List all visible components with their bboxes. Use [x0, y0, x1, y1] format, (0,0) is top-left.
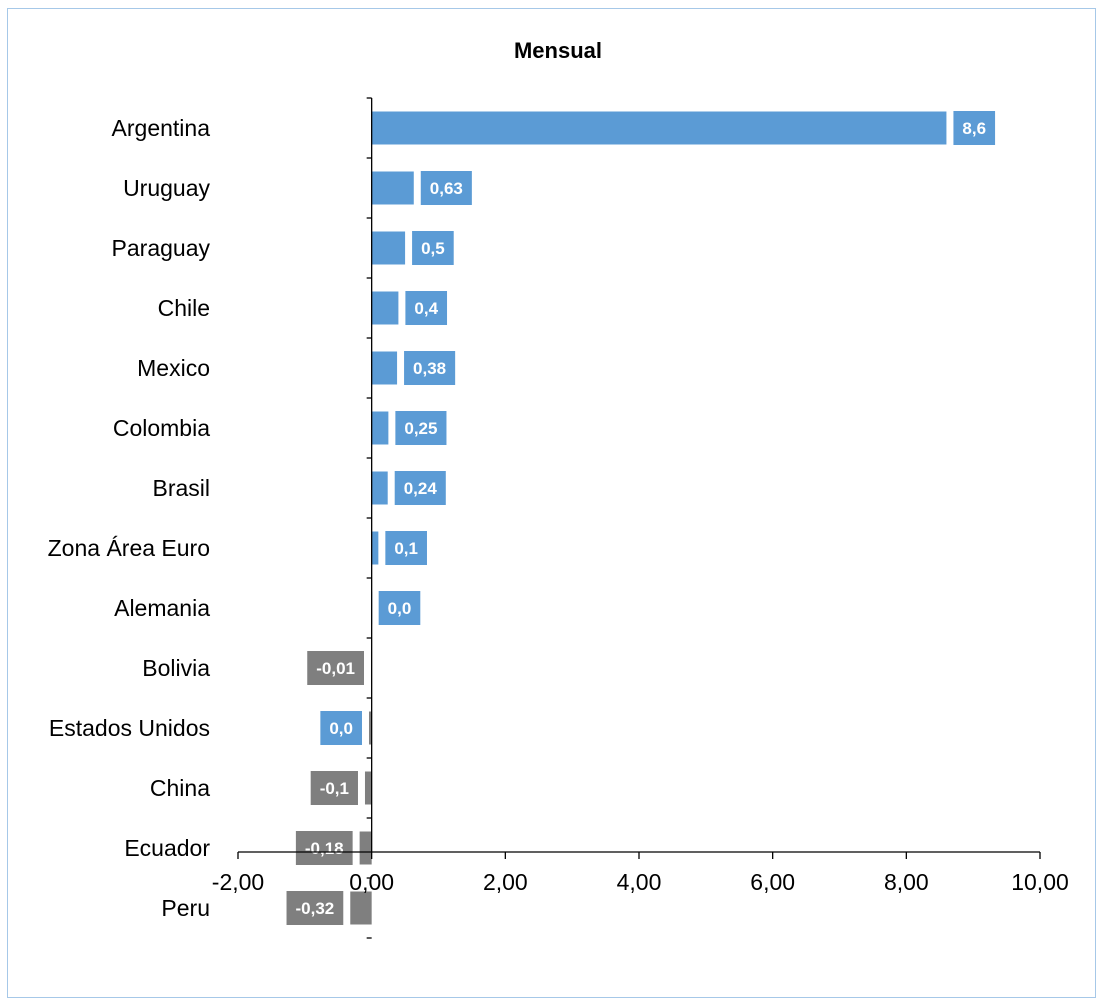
category-label-brasil: Brasil [152, 475, 210, 501]
category-label-argentina: Argentina [112, 115, 211, 141]
data-label-box-estados-unidos [320, 711, 362, 745]
chart-frame [7, 8, 1096, 998]
bar-chile [371, 291, 399, 325]
data-label-mexico: 0,38 [413, 359, 446, 378]
data-label-argentina: 8,6 [962, 119, 986, 138]
axes-group: -2,00 0,00 2,00 4,00 6,00 8,00 10,00 [212, 97, 1069, 939]
bars-group [350, 111, 947, 925]
category-label-peru: Peru [161, 895, 210, 921]
category-label-zona-rea-euro: Zona Área Euro [48, 535, 210, 561]
data-label-brasil: 0,24 [404, 479, 438, 498]
x-tick-label: 10,00 [1011, 869, 1069, 895]
data-label-box-peru [286, 891, 344, 925]
bar-colombia [371, 411, 389, 445]
x-tick-label: 0,00 [349, 869, 394, 895]
bar-china [364, 771, 372, 805]
data-label-estados-unidos: 0,0 [329, 719, 353, 738]
data-label-box-colombia [395, 411, 447, 445]
category-label-ecuador: Ecuador [124, 835, 210, 861]
data-label-box-uruguay [420, 171, 472, 205]
data-label-box-mexico [404, 351, 456, 385]
data-label-chile: 0,4 [414, 299, 438, 318]
data-label-alemania: 0,0 [388, 599, 412, 618]
data-label-uruguay: 0,63 [430, 179, 463, 198]
x-tick-label: 8,00 [884, 869, 929, 895]
bar-ecuador [359, 831, 372, 865]
data-label-box-argentina [953, 111, 996, 145]
chart-title: Mensual [514, 38, 602, 63]
data-label-box-china [310, 771, 358, 805]
category-label-bolivia: Bolivia [142, 655, 210, 681]
data-label-china: -0,1 [320, 779, 349, 798]
data-label-box-chile [405, 291, 448, 325]
data-label-box-alemania [378, 591, 421, 625]
category-label-chile: Chile [158, 295, 210, 321]
category-labels-group: Argentina Uruguay Paraguay Chile Mexico Colom… [48, 115, 211, 921]
x-tick-label: -2,00 [212, 869, 264, 895]
bar-mexico [371, 351, 398, 385]
data-label-box-brasil [394, 471, 446, 505]
x-tick-label: 2,00 [483, 869, 528, 895]
data-label-box-ecuador [295, 831, 353, 865]
bar-argentina [371, 111, 947, 145]
x-tick-label: 6,00 [750, 869, 795, 895]
data-label-colombia: 0,25 [404, 419, 437, 438]
bar-paraguay [371, 231, 406, 265]
category-label-mexico: Mexico [137, 355, 210, 381]
data-label-zona-rea-euro: 0,1 [394, 539, 418, 558]
bar-uruguay [371, 171, 414, 205]
data-label-peru: -0,32 [296, 899, 335, 918]
data-label-bolivia: -0,01 [316, 659, 355, 678]
category-label-estados-unidos: Estados Unidos [49, 715, 210, 741]
bar-estados-unidos [368, 711, 372, 745]
data-label-box-zona-rea-euro [385, 531, 427, 565]
data-label-ecuador: -0,18 [305, 839, 344, 858]
bar-peru [350, 891, 372, 925]
category-label-alemania: Alemania [114, 595, 210, 621]
data-labels-group: 8,6 0,63 0,5 0,4 0,38 0,25 0,24 0,1 0,0 -0,01 0,0 -… [286, 111, 996, 925]
category-label-uruguay: Uruguay [123, 175, 210, 201]
category-label-paraguay: Paraguay [112, 235, 211, 261]
data-label-paraguay: 0,5 [421, 239, 445, 258]
data-label-box-bolivia [307, 651, 364, 685]
x-tick-label: 4,00 [617, 869, 662, 895]
category-label-colombia: Colombia [113, 415, 210, 441]
bar-brasil [371, 471, 388, 505]
category-label-china: China [150, 775, 210, 801]
bar-zona-rea-euro [371, 531, 379, 565]
data-label-box-paraguay [412, 231, 454, 265]
